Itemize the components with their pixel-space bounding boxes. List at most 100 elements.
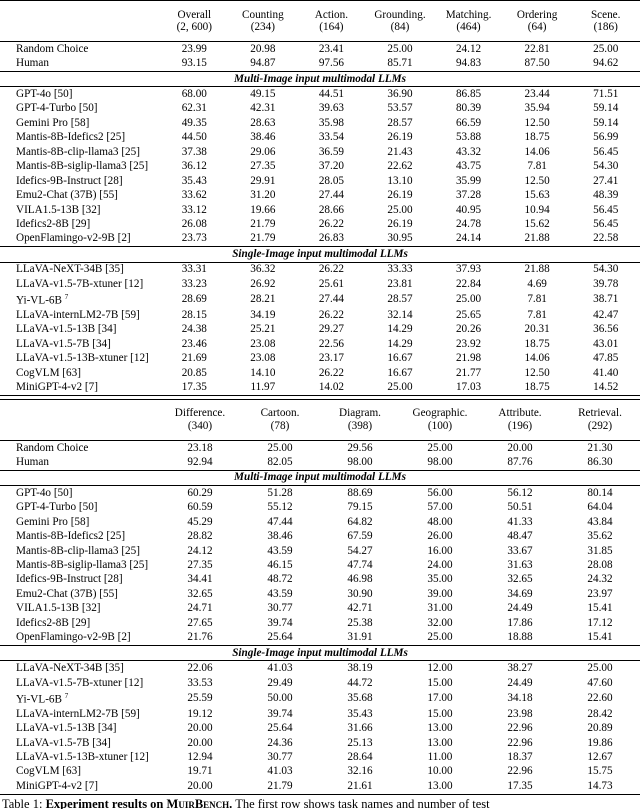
score: 24.49	[507, 602, 533, 615]
column-name: Cartoon.	[260, 407, 300, 420]
model-name: Mantis-8B-clip-llama3 [25]	[16, 145, 140, 158]
data-row: Idefics2-8B [29] 26.08 21.79 26.22 26.19 24.7…	[0, 217, 640, 231]
data-row: Mantis-8B-Idefics2 [25] 44.50 38.46 33.54 26…	[0, 131, 640, 145]
score: 29.06	[250, 145, 276, 158]
data-row: MiniGPT-4-v2 [7] 17.35 11.97 14.02 25.00 17.0…	[0, 380, 640, 396]
data-row: LLaVA-v1.5-7B [34] 20.00 24.36 25.13 13.00 22…	[0, 736, 640, 750]
score: 21.43	[387, 145, 413, 158]
column-count: (464)	[456, 21, 481, 33]
model-name: LLaVA-v1.5-7B-xtuner [12]	[16, 277, 144, 290]
score: 39.74	[267, 616, 293, 629]
score: 7.81	[527, 308, 547, 321]
score: 19.71	[187, 765, 213, 778]
data-row: Mantis-8B-siglip-llama3 [25] 36.12 27.35 37…	[0, 160, 640, 174]
model-name-cell: Gemini Pro [58]	[0, 116, 160, 130]
column-name: Counting	[242, 8, 284, 21]
model-name: Mantis-8B-Idefics2 [25]	[16, 530, 126, 543]
data-row: Yi-VL-6B 7 25.59 50.00 35.68 17.00 34.18 22.60	[0, 690, 640, 707]
score: 33.23	[181, 277, 207, 290]
score: 47.44	[267, 515, 293, 528]
data-row: VILA1.5-13B [32] 33.12 19.66 28.66 25.00 40.9…	[0, 203, 640, 217]
score: 41.40	[593, 366, 619, 379]
model-name-cell: LLaVA-v1.5-13B-xtuner [12]	[0, 750, 160, 764]
column-name: Retrieval.	[578, 407, 622, 420]
score: 26.19	[387, 189, 413, 202]
score: 34.19	[250, 308, 276, 321]
score: 20.00	[187, 722, 213, 735]
score: 35.43	[347, 707, 373, 720]
score: 35.98	[318, 116, 344, 129]
score: 54.27	[347, 544, 373, 557]
model-name-cell: GPT-4o [50]	[0, 87, 160, 102]
model-name-cell: LLaVA-NeXT-34B [35]	[0, 661, 160, 676]
score: 14.52	[571, 380, 640, 396]
score: 39.63	[318, 102, 344, 115]
model-name: GPT-4-Turbo [50]	[16, 501, 98, 514]
model-name-cell: GPT-4o [50]	[0, 486, 160, 501]
score: 54.30	[593, 160, 619, 173]
score: 25.00	[427, 631, 453, 644]
header-row: Difference. (340) Cartoon. (78) Diagram. (398…	[0, 398, 640, 441]
data-row: LLaVA-v1.5-13B [34] 20.00 25.64 31.66 13.00 2…	[0, 721, 640, 735]
score: 14.73	[560, 779, 640, 795]
score: 28.08	[587, 559, 613, 572]
score: 16.00	[427, 544, 453, 557]
score: 27.44	[318, 293, 344, 306]
model-name: Mantis-8B-Idefics2 [25]	[16, 131, 126, 144]
score: 38.46	[267, 530, 293, 543]
score: 22.06	[187, 662, 213, 675]
score: 15.00	[427, 707, 453, 720]
score: 94.83	[455, 57, 482, 70]
score: 41.03	[267, 662, 293, 675]
data-row: CogVLM [63] 19.71 41.03 32.16 10.00 22.96 15.7…	[0, 765, 640, 779]
score: 30.95	[387, 232, 413, 245]
score: 48.39	[593, 189, 619, 202]
model-name-cell: Mantis-8B-Idefics2 [25]	[0, 529, 160, 543]
score: 30.77	[267, 751, 293, 763]
header-cell: Matching. (464)	[434, 0, 503, 42]
score: 79.15	[347, 501, 373, 514]
data-row: Idefics2-8B [29] 27.65 39.74 25.38 32.00 17.8…	[0, 616, 640, 630]
score: 35.62	[587, 530, 613, 543]
score: 18.75	[524, 131, 550, 144]
score: 24.32	[587, 573, 613, 586]
column-name: Overall	[177, 8, 212, 21]
score: 29.56	[347, 441, 373, 454]
score: 16.67	[387, 366, 413, 379]
score: 22.84	[455, 277, 482, 290]
model-name-cell: LLaVA-internLM2-7B [59]	[0, 308, 160, 322]
model-name: Gemini Pro [58]	[16, 116, 90, 129]
model-name-cell: Random Choice	[0, 440, 160, 455]
score: 25.21	[250, 323, 276, 336]
score: 37.38	[181, 145, 207, 158]
score: 37.20	[318, 160, 344, 173]
data-row: GPT-4o [50] 68.00 49.15 44.51 36.90 86.85 23.4…	[0, 87, 640, 102]
model-name-cell: Human	[0, 56, 160, 71]
score: 35.43	[181, 174, 207, 187]
score: 92.94	[187, 455, 213, 468]
score: 93.15	[181, 57, 207, 70]
score: 64.82	[347, 515, 373, 528]
score: 85.71	[387, 57, 413, 70]
caption-benchmark: MuirBench	[166, 797, 230, 809]
model-name-cell: LLaVA-v1.5-7B-xtuner [12]	[0, 676, 160, 690]
score: 38.71	[593, 293, 619, 306]
score: 12.50	[524, 174, 550, 187]
score: 27.65	[187, 616, 213, 629]
data-row: Idefics-9B-Instruct [28] 34.41 48.72 46.98 3…	[0, 573, 640, 587]
score: 15.41	[587, 631, 613, 644]
model-name: MiniGPT-4-v2 [7]	[16, 779, 98, 792]
header-cell: Scene. (186)	[571, 0, 640, 42]
section-title: Single-Image input multimodal LLMs	[0, 246, 640, 263]
model-name: Mantis-8B-clip-llama3 [25]	[16, 544, 140, 557]
score: 47.60	[587, 676, 613, 689]
score: 26.19	[387, 217, 413, 230]
data-row: MiniGPT-4-v2 [7] 20.00 21.79 21.61 13.00 17.3…	[0, 779, 640, 795]
score: 28.63	[250, 116, 276, 129]
column-name: Diagram.	[339, 407, 381, 420]
score: 15.75	[587, 765, 613, 778]
score: 22.96	[507, 736, 533, 749]
header-cell: Cartoon. (78)	[240, 398, 320, 441]
score: 14.29	[387, 323, 413, 336]
model-name: Random Choice	[16, 42, 89, 55]
